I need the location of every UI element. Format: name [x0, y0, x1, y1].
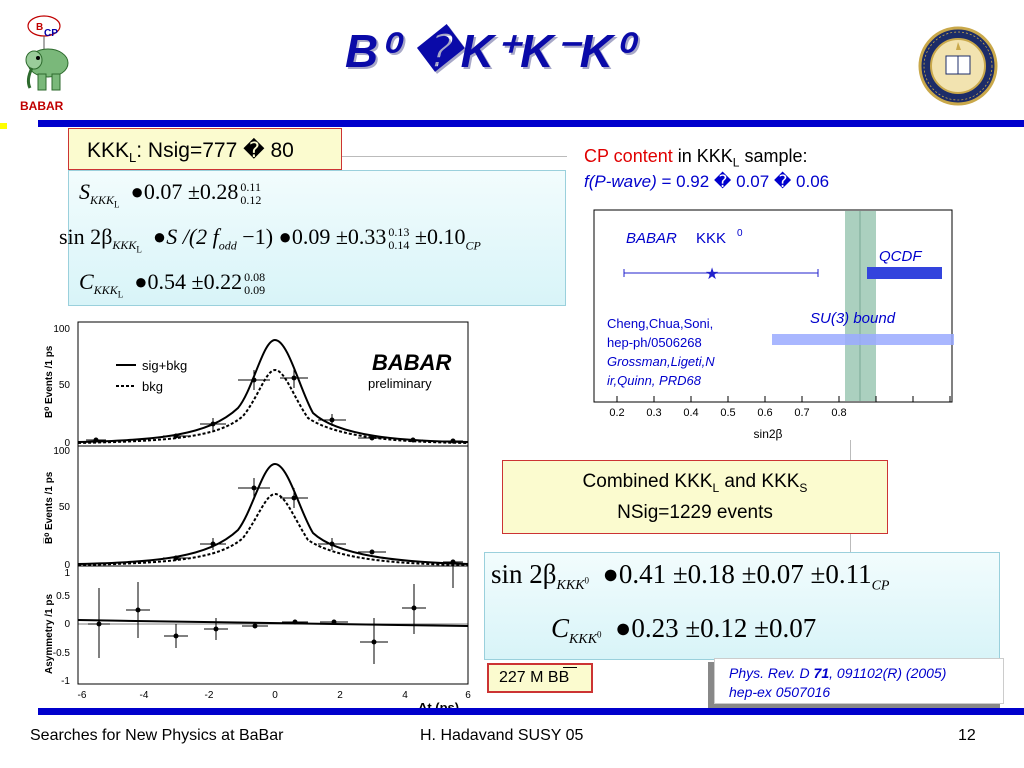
qcdf-label: QCDF — [879, 248, 922, 265]
ylabel-top: B⁰ Events /1 ps — [44, 345, 55, 418]
xtick--6: -6 — [78, 690, 87, 701]
mid-bkg-curve — [77, 492, 469, 566]
slide-title: B⁰ �K⁺K⁻K⁰ — [345, 25, 634, 77]
xtick--2: -2 — [205, 690, 214, 701]
ymid-tick-0: 0 — [64, 560, 70, 571]
su3-bar — [772, 334, 954, 345]
legend-bkg: bkg — [142, 379, 163, 394]
sin2beta-kkkl-equation: sin 2βKKKL ●S /(2 fodd −1) ●0.09 ±0.33 0.… — [59, 224, 481, 255]
ybot-tick-0.5: 0.5 — [56, 591, 70, 602]
svg-text:CP: CP — [44, 28, 58, 39]
babar-plot-label: BABAR — [372, 350, 452, 375]
legend-sig: sig+bkg — [142, 358, 187, 373]
ylabel-mid: B̅⁰ Events /1 ps — [43, 471, 55, 544]
fpwave-line: f(P-wave) = 0.92 � 0.07 � 0.06 — [584, 172, 830, 191]
ybot-tick--1: -1 — [61, 676, 70, 687]
xtick-3: 0.5 — [720, 407, 735, 419]
xtick-2: 2 — [337, 690, 343, 701]
kkkl-nsig-box: KKKL: Nsig=777 � 80 — [68, 128, 342, 170]
ymid-tick-100: 100 — [53, 446, 70, 457]
kkk-label: KKK — [696, 230, 726, 247]
ybot-tick-0: 0 — [64, 619, 70, 630]
delta-t-plots: 100 50 0 100 50 0 1 0.5 0 -0.5 -1 B⁰ Eve… — [38, 318, 482, 715]
ylabel-bot: Asymmetry /1 ps — [44, 594, 55, 674]
asym-curve — [77, 619, 469, 627]
kkkl-nsig-label: KKKL: Nsig=777 � 80 — [87, 139, 294, 166]
sin2beta-plot: ★ BABAR KKK 0 QCDF SU(3) bound Cheng,Chu… — [590, 206, 970, 446]
svg-text:B: B — [36, 22, 43, 33]
ytop-tick-0: 0 — [64, 438, 70, 449]
logo-text: BABAR — [20, 99, 64, 113]
yellow-marker — [0, 123, 7, 129]
combined-line-1: Combined KKKL and KKKS — [582, 471, 808, 495]
combined-line-2: NSig=1229 events — [617, 502, 773, 523]
babar-measurement-star: ★ — [705, 266, 719, 283]
kkk-sup: 0 — [737, 228, 743, 239]
babar-label: BABAR — [626, 230, 677, 247]
babar-logo: B CP BABAR — [14, 8, 80, 114]
connector-line — [342, 156, 567, 157]
footer-page-number: 12 — [958, 727, 976, 744]
bb-box: 227 M BB — [487, 663, 593, 693]
reference-line-1: Phys. Rev. D 71, 091102(R) (2005) — [729, 665, 947, 681]
x-axis-label: sin2β — [754, 427, 783, 441]
top-rule — [38, 120, 1024, 127]
cp-content-line: CP content in KKKL sample: — [584, 146, 808, 170]
ybot-tick-1: 1 — [64, 568, 70, 579]
reference-box: Phys. Rev. D 71, 091102(R) (2005) hep-ex… — [714, 658, 1004, 704]
top-data-points — [86, 368, 463, 444]
ybot-tick--0.5: -0.5 — [53, 648, 71, 659]
footer-center: H. Hadavand SUSY 05 — [420, 727, 584, 744]
bb-overline — [563, 667, 577, 668]
preliminary-label: preliminary — [368, 376, 432, 391]
xtick-2: 0.4 — [683, 407, 698, 419]
xtick-0: 0.2 — [609, 407, 624, 419]
c-kkkl-equation: CKKKL ●0.54 ±0.22 0.08 0.09 — [79, 269, 266, 300]
mid-sig-curve — [77, 462, 469, 565]
university-seal — [918, 26, 998, 106]
kkkl-results-box: SKKKL ●0.07 ±0.28 0.11 0.12 sin 2βKKKL ●S … — [59, 170, 566, 306]
sin2beta-combined-equation: sin 2βKKK0 ●0.41 ±0.18 ±0.07 ±0.11CP — [491, 559, 890, 594]
xtick-6: 0.8 — [831, 407, 846, 419]
combined-results-box: sin 2βKKK0 ●0.41 ±0.18 ±0.07 ±0.11CP CKK… — [484, 552, 1000, 660]
su3-label: SU(3) bound — [810, 310, 896, 327]
bb-label: 227 M BB — [499, 669, 570, 686]
xtick-0: 0 — [272, 690, 278, 701]
ytop-tick-50: 50 — [59, 380, 71, 391]
asym-data-points — [88, 582, 426, 664]
delta-t-xlabel: Δt (ps) — [418, 700, 459, 708]
xtick-4: 4 — [402, 690, 408, 701]
footer-left: Searches for New Physics at BaBar — [30, 727, 284, 744]
combined-box: Combined KKKL and KKKS NSig=1229 events — [502, 460, 888, 534]
mid-data-points — [163, 478, 463, 588]
c-combined-equation: CKKK0 ●0.23 ±0.12 ±0.07 — [551, 613, 817, 648]
ref-line-1: Cheng,Chua,Soni, — [607, 316, 713, 331]
ref-line-4: ir,Quinn, PRD68 — [607, 373, 702, 388]
xtick-6: 6 — [465, 690, 471, 701]
reference-line-2: hep-ex 0507016 — [729, 684, 831, 700]
ref-line-3: Grossman,Ligeti,N — [607, 354, 715, 369]
top-bkg-curve — [77, 368, 469, 444]
xtick-5: 0.7 — [794, 407, 809, 419]
x-ticks — [616, 396, 951, 402]
ytop-tick-100: 100 — [53, 324, 70, 335]
ymid-tick-50: 50 — [59, 502, 71, 513]
top-sig-curve — [77, 338, 469, 443]
ref-line-2: hep-ph/0506268 — [607, 335, 702, 350]
s-kkkl-equation: SKKKL ●0.07 ±0.28 0.11 0.12 — [79, 179, 262, 210]
bottom-rule — [38, 708, 1024, 715]
xtick-1: 0.3 — [646, 407, 661, 419]
qcdf-bar — [867, 267, 942, 279]
xtick-4: 0.6 — [757, 407, 772, 419]
xtick--4: -4 — [140, 690, 149, 701]
